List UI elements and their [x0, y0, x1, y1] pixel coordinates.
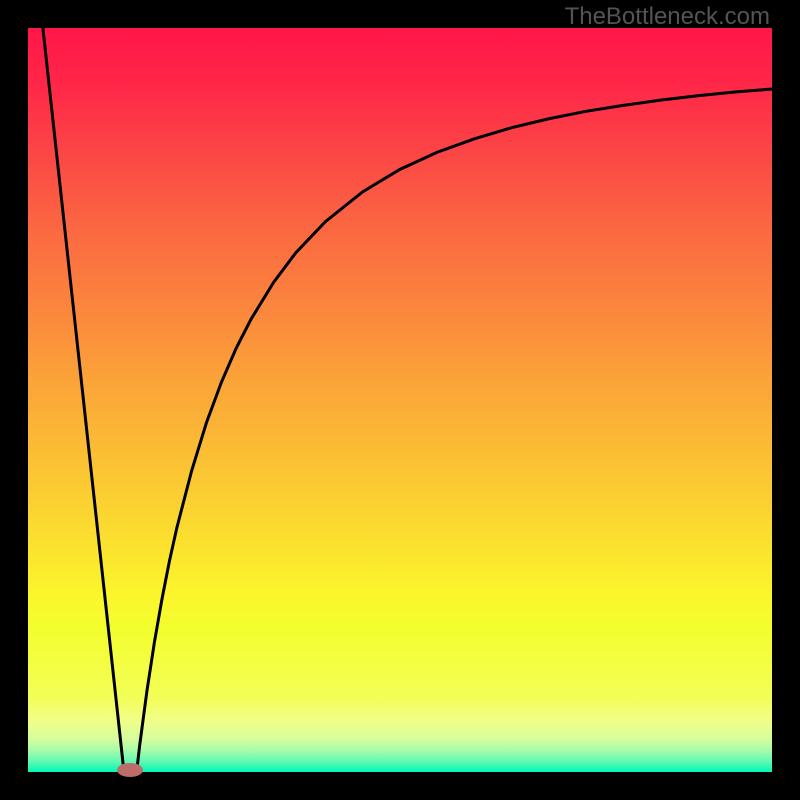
curve-right	[137, 89, 772, 772]
plot-area	[28, 28, 772, 772]
curve-left	[43, 28, 124, 772]
curves-layer	[28, 28, 772, 772]
chart-container: TheBottleneck.com	[0, 0, 800, 800]
minimum-marker	[117, 763, 143, 777]
watermark-text: TheBottleneck.com	[565, 3, 770, 31]
